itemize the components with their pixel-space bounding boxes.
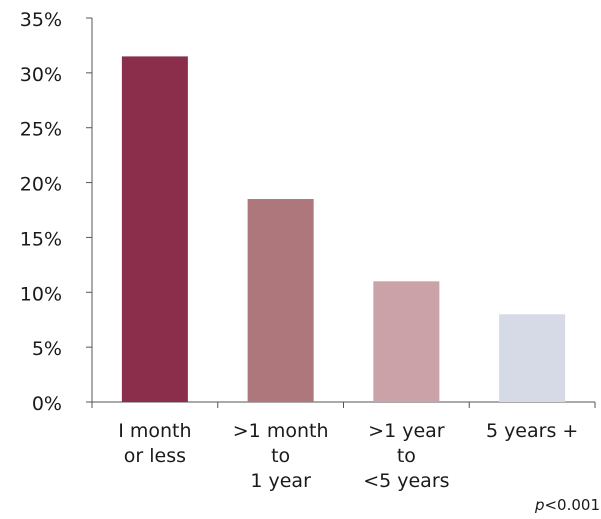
bar <box>499 314 566 402</box>
significance-value: <0.001 <box>544 496 600 514</box>
bar <box>373 281 440 402</box>
y-tick-label: 5% <box>32 338 62 360</box>
y-tick-label: 20% <box>20 174 62 196</box>
x-category-label: >1 month to 1 year <box>233 420 329 492</box>
significance-p: p <box>534 496 545 514</box>
category-labels: I month or less >1 month to 1 year >1 year to <… <box>118 420 578 492</box>
x-category-label: I month or less <box>118 420 191 467</box>
bars <box>121 56 566 403</box>
significance-note: p<0.001 <box>534 496 600 514</box>
y-tick-label: 35% <box>20 9 62 31</box>
x-category-label: >1 year to <5 years <box>363 420 449 492</box>
y-tick-label: 25% <box>20 119 62 141</box>
y-tick-label: 10% <box>20 283 62 305</box>
bar <box>121 56 188 403</box>
y-tick-label: 15% <box>20 228 62 250</box>
x-axis <box>91 401 596 408</box>
x-category-label: 5 years + <box>486 420 578 442</box>
bar <box>247 199 314 402</box>
y-axis: 0% 5% 10% 15% 20% 25% 30% 35% <box>20 9 93 415</box>
y-tick-label: 30% <box>20 64 62 86</box>
y-tick-label: 0% <box>32 393 62 415</box>
